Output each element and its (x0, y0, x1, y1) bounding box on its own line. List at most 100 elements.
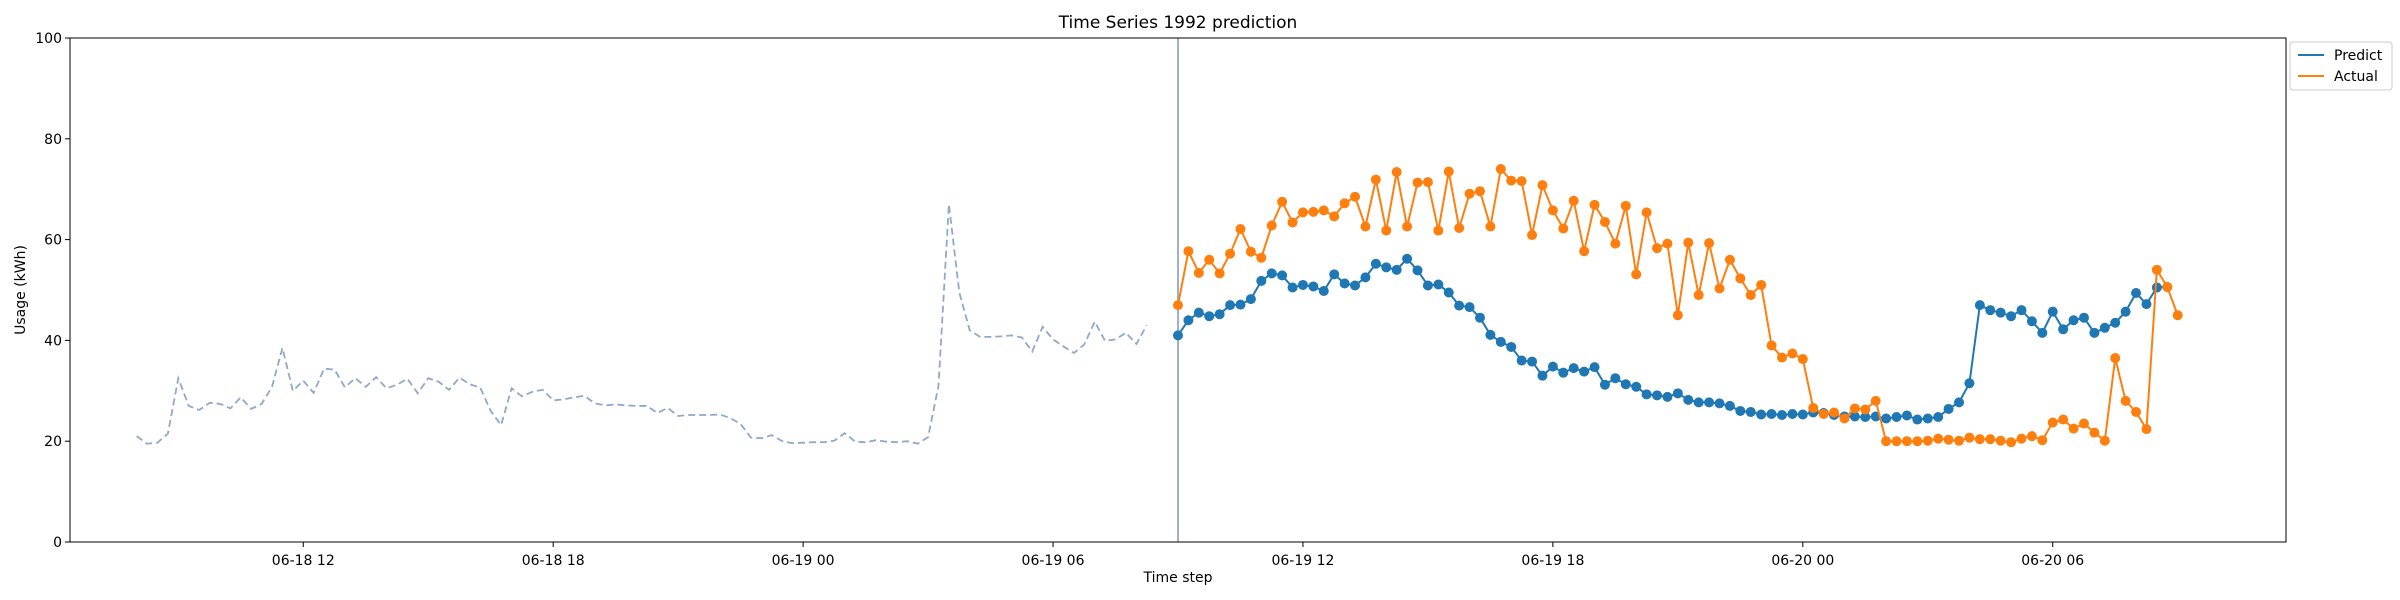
data-point-actual (1391, 167, 1402, 178)
data-point-actual (1287, 217, 1298, 228)
data-point-predict (1339, 278, 1350, 289)
data-point-actual (1912, 436, 1923, 447)
data-point-actual (1724, 254, 1735, 265)
data-point-predict (1350, 280, 1361, 291)
data-point-predict (1204, 311, 1215, 322)
y-tick-label: 100 (35, 31, 62, 47)
data-point-predict (2141, 299, 2152, 310)
data-point-predict (1193, 307, 1204, 318)
data-point-actual (1829, 407, 1840, 418)
data-point-actual (1766, 340, 1777, 351)
data-point-predict (2099, 322, 2110, 333)
data-point-actual (1860, 404, 1871, 415)
data-point-actual (1454, 223, 1465, 234)
data-point-actual (1891, 436, 1902, 447)
data-point-actual (2058, 414, 2069, 425)
data-point-actual (1443, 166, 1454, 177)
data-point-actual (1527, 230, 1538, 241)
data-point-actual (2078, 418, 2089, 429)
data-point-actual (1954, 435, 1965, 446)
data-point-predict (1922, 413, 1933, 424)
data-point-actual (1225, 248, 1236, 259)
data-point-predict (1214, 309, 1225, 320)
data-point-actual (2089, 427, 2100, 438)
data-point-actual (1381, 225, 1392, 236)
data-point-actual (1849, 403, 1860, 414)
data-point-predict (1235, 299, 1246, 310)
data-point-actual (2120, 395, 2131, 406)
data-point-predict (1620, 379, 1631, 390)
data-point-predict (1454, 300, 1465, 311)
data-point-predict (1943, 403, 1954, 414)
data-point-actual (1881, 436, 1892, 447)
data-point-predict (1735, 405, 1746, 416)
data-point-predict (1631, 381, 1642, 392)
data-point-actual (1402, 221, 1413, 232)
data-point-predict (1245, 294, 1256, 305)
data-point-actual (1318, 205, 1329, 216)
data-point-actual (1506, 175, 1517, 186)
data-point-predict (1183, 315, 1194, 326)
data-point-actual (1974, 434, 1985, 445)
data-point-predict (1714, 398, 1725, 409)
data-point-actual (1537, 180, 1548, 191)
data-point-predict (1464, 302, 1475, 313)
data-point-predict (1912, 414, 1923, 425)
data-point-actual (1329, 211, 1340, 222)
data-point-predict (1537, 370, 1548, 381)
data-point-predict (1297, 279, 1308, 290)
data-point-actual (1350, 191, 1361, 202)
data-point-predict (1704, 397, 1715, 408)
data-point-actual (1412, 177, 1423, 188)
data-point-predict (2016, 305, 2027, 316)
data-point-actual (1308, 206, 1319, 217)
data-point-actual (2016, 433, 2027, 444)
data-point-actual (1339, 198, 1350, 209)
data-point-actual (2006, 437, 2017, 448)
data-point-predict (1849, 411, 1860, 422)
data-point-actual (1422, 177, 1433, 188)
data-point-actual (1256, 252, 1267, 263)
data-point-predict (1756, 409, 1767, 420)
data-point-predict (2151, 282, 2162, 293)
data-point-actual (1631, 269, 1642, 280)
data-point-predict (1506, 341, 1517, 352)
data-point-actual (1641, 207, 1652, 218)
data-point-predict (1266, 268, 1277, 279)
data-point-actual (1183, 246, 1194, 257)
data-point-actual (1204, 254, 1215, 265)
data-point-predict (1173, 330, 1183, 341)
data-point-predict (1527, 356, 1538, 367)
x-axis-label: Time step (1143, 570, 1213, 586)
data-point-predict (1901, 410, 1912, 421)
data-point-predict (1891, 412, 1902, 423)
data-point-actual (1589, 199, 1600, 210)
data-point-predict (1287, 282, 1298, 293)
data-point-actual (1235, 224, 1246, 235)
data-point-actual (1662, 238, 1673, 249)
y-tick-label: 40 (44, 333, 62, 349)
data-point-predict (1391, 264, 1402, 275)
x-tick-label: 06-19 00 (772, 553, 835, 569)
data-point-predict (2131, 288, 2142, 299)
data-point-actual (2151, 264, 2162, 275)
data-point-actual (2037, 435, 2048, 446)
data-point-predict (1381, 262, 1392, 273)
data-point-predict (1277, 270, 1288, 281)
legend: Predict Actual (2289, 41, 2393, 91)
data-point-predict (1443, 287, 1454, 298)
data-point-actual (1297, 207, 1308, 218)
data-point-actual (1610, 238, 1621, 249)
data-point-actual (1672, 310, 1683, 321)
data-point-predict (1797, 409, 1808, 420)
data-point-actual (1433, 225, 1444, 236)
data-point-actual (2068, 423, 2079, 434)
data-point-predict (1547, 361, 1558, 372)
data-point-actual (1995, 435, 2006, 446)
data-point-predict (1485, 329, 1496, 340)
data-marks (136, 38, 2183, 542)
data-point-predict (1516, 355, 1527, 366)
data-point-actual (1714, 283, 1725, 294)
data-point-actual (1568, 195, 1579, 206)
data-point-actual (1193, 267, 1204, 278)
